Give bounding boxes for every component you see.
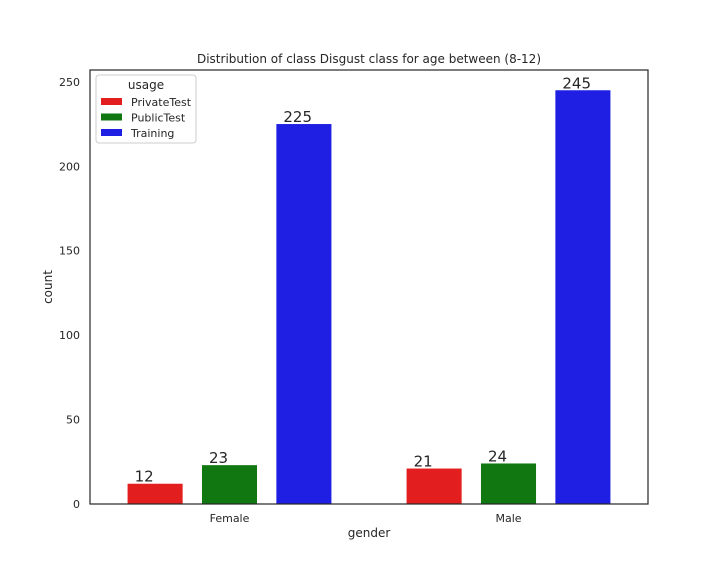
bar-value-label: 225 [283, 108, 312, 126]
bars-layer [127, 90, 611, 505]
bar-value-label: 21 [414, 453, 433, 471]
plot-frame [89, 69, 649, 505]
bar-privatetest-male [406, 468, 462, 504]
bar-value-label: 245 [562, 74, 591, 92]
y-tick-label: 150 [59, 245, 80, 258]
legend-items: PrivateTest PublicTest Training [101, 96, 192, 140]
x-tick-label: Female [210, 512, 250, 525]
bar-publictest-male [480, 463, 537, 504]
y-tick-label: 50 [66, 414, 80, 427]
bar-privatetest-female [127, 483, 183, 504]
legend-swatch-publictest [101, 113, 122, 121]
legend-label-training: Training [130, 127, 174, 140]
legend-label-publictest: PublicTest [131, 112, 186, 125]
y-tick-label: 250 [59, 76, 80, 89]
y-tick-label: 100 [59, 329, 80, 342]
bar-value-label: 23 [209, 449, 228, 467]
y-tick-label: 200 [59, 160, 80, 173]
y-tick-label: 0 [73, 498, 80, 511]
bar-training-female [276, 124, 332, 504]
bar-value-label: 12 [135, 468, 154, 486]
legend-label-privatetest: PrivateTest [131, 96, 192, 109]
bar-publictest-female [201, 465, 258, 504]
legend: usage PrivateTest PublicTest Training [95, 74, 197, 144]
legend-swatch-privatetest [101, 98, 122, 105]
x-tick-label: Male [495, 512, 521, 525]
bar-training-male [555, 90, 611, 505]
y-axis-label: count [41, 270, 55, 304]
bar-labels-layer: 12 21 23 24 225 245 [135, 74, 591, 485]
legend-swatch-training [101, 129, 122, 136]
bar-value-label: 24 [488, 447, 507, 465]
y-axis-ticks: 0 50 100 150 200 250 [59, 76, 80, 511]
x-axis-label: gender [348, 526, 391, 540]
chart-title: Distribution of class Disgust class for … [197, 52, 541, 66]
x-axis-ticks: Female Male [210, 512, 522, 525]
legend-box [95, 74, 197, 144]
legend-title: usage [128, 78, 164, 92]
